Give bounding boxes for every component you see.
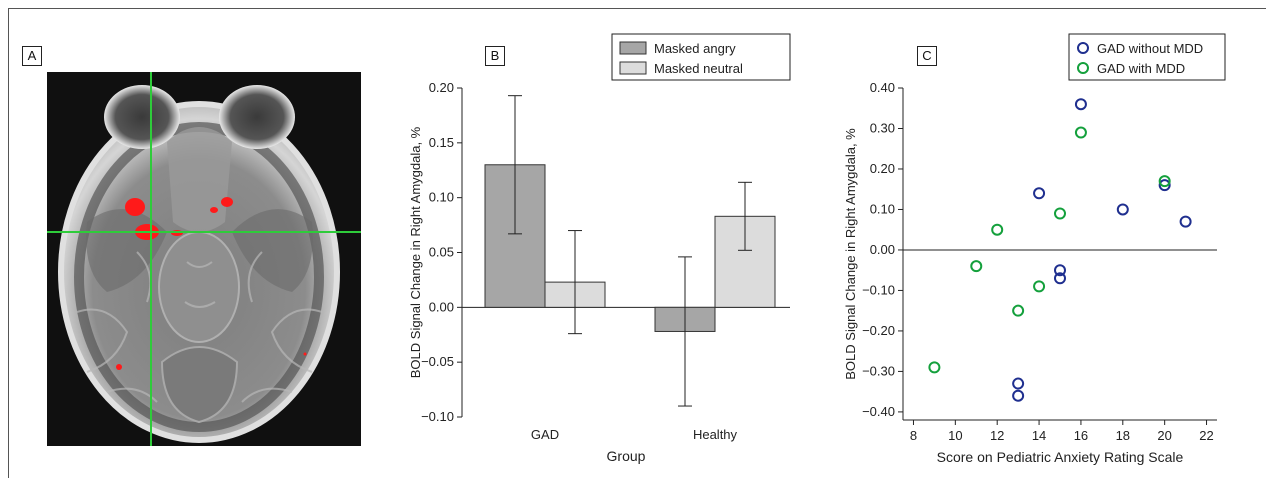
x-axis-label: Score on Pediatric Anxiety Rating Scale	[937, 449, 1184, 465]
y-tick-label: 0.15	[429, 135, 454, 150]
point-gad-without-mdd	[1012, 389, 1025, 402]
x-tick-label: 8	[910, 428, 917, 443]
point-gad-with-mdd	[1054, 207, 1066, 220]
figure-frame	[8, 8, 1266, 478]
bar-chart: 0.20 0.15 0.10 0.05 0.00 −0.05 −0.10 GAD Healthy…	[408, 33, 791, 464]
point-gad-without-mdd	[1012, 377, 1025, 390]
y-tick-label: −0.10	[862, 282, 895, 297]
y-tick-label: −0.20	[862, 323, 895, 338]
panel-a-label: A	[22, 46, 42, 66]
legend-box	[1068, 33, 1226, 81]
y-tick-label: 0.30	[870, 120, 895, 135]
right-eye-orbit	[219, 85, 295, 149]
legend-marker	[1077, 62, 1089, 74]
y-tick-label: −0.10	[421, 409, 454, 424]
legend-label: Masked neutral	[654, 61, 743, 76]
x-tick-label: 22	[1199, 428, 1213, 443]
legend: Masked angry Masked neutral	[611, 33, 791, 81]
y-tick-label: 0.40	[870, 80, 895, 95]
point-gad-without-mdd	[1158, 179, 1171, 192]
x-tick-label: GAD	[531, 427, 559, 442]
y-tick-label: 0.10	[429, 190, 454, 205]
x-tick-label: 12	[990, 428, 1004, 443]
legend-label: Masked angry	[654, 41, 736, 56]
x-tick-label: 14	[1032, 428, 1046, 443]
brain-scan-image	[47, 72, 361, 446]
point-gad-without-mdd	[1033, 187, 1046, 200]
point-gad-without-mdd	[1074, 98, 1087, 111]
point-gad-with-mdd	[1012, 304, 1025, 317]
point-gad-without-mdd	[1179, 215, 1192, 228]
left-eye-orbit	[104, 85, 180, 149]
y-tick-label: 0.05	[429, 245, 454, 260]
point-gad-with-mdd	[1074, 126, 1087, 139]
y-axis-label: BOLD Signal Change in Right Amygdala, %	[843, 128, 858, 380]
point-gad-without-mdd	[1054, 264, 1066, 277]
x-tick-label: 18	[1116, 428, 1130, 443]
panel-b-label: B	[485, 46, 505, 66]
point-gad-with-mdd	[970, 260, 983, 273]
x-tick-label: 10	[948, 428, 962, 443]
point-gad-with-mdd	[928, 361, 941, 374]
x-tick-label: Healthy	[693, 427, 738, 442]
point-gad-without-mdd	[1054, 272, 1066, 285]
y-tick-label: 0.20	[870, 161, 895, 176]
scatter-chart: 0.40 0.30 0.20 0.10 0.00 −0.10 −0.20 −0.30 −0.40…	[843, 33, 1226, 465]
x-tick-label: 16	[1074, 428, 1088, 443]
x-tick-label: 20	[1157, 428, 1171, 443]
legend-label: GAD without MDD	[1097, 41, 1203, 56]
legend-swatch	[619, 41, 647, 55]
legend-swatch	[619, 61, 647, 75]
x-axis-label: Group	[607, 448, 646, 464]
y-tick-label: 0.00	[870, 242, 895, 257]
legend-label: GAD with MDD	[1097, 61, 1185, 76]
y-tick-label: −0.05	[421, 354, 454, 369]
y-axis-label: BOLD Signal Change in Right Amygdala, %	[408, 126, 423, 378]
y-tick-label: 0.00	[429, 299, 454, 314]
y-tick-label: −0.40	[862, 404, 895, 419]
legend-marker	[1077, 42, 1089, 54]
y-tick-label: 0.20	[429, 80, 454, 95]
point-gad-without-mdd	[1116, 203, 1129, 216]
point-gad-with-mdd	[991, 223, 1004, 236]
y-tick-label: 0.10	[870, 201, 895, 216]
legend: GAD without MDD GAD with MDD	[1068, 33, 1226, 81]
point-gad-with-mdd	[1158, 175, 1171, 188]
panel-c-label: C	[917, 46, 937, 66]
point-gad-with-mdd	[1033, 280, 1046, 293]
y-tick-label: −0.30	[862, 363, 895, 378]
